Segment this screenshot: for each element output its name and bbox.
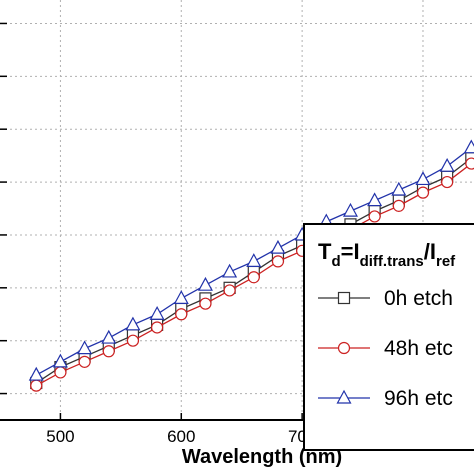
data-point <box>173 290 189 304</box>
legend-title: Td=Idiff.trans/Iref <box>318 239 456 270</box>
data-point <box>126 334 140 347</box>
data-point <box>337 291 351 305</box>
data-point <box>102 345 115 358</box>
data-point <box>52 353 68 368</box>
data-point <box>465 157 474 170</box>
x-tick-label: 500 <box>46 427 74 446</box>
data-point <box>222 263 238 278</box>
data-point <box>149 305 165 320</box>
data-point <box>368 210 381 223</box>
data-point <box>246 253 262 267</box>
series-line <box>35 145 474 376</box>
data-point <box>392 199 405 212</box>
legend-label: 96h etc <box>384 387 453 410</box>
data-point <box>247 271 260 284</box>
data-point <box>125 316 141 331</box>
series-3 <box>28 139 474 381</box>
data-point <box>199 297 212 310</box>
data-point <box>336 389 352 404</box>
legend: Td=Idiff.trans/Iref 0h etch 48h etc 96h et… <box>303 223 474 451</box>
data-point <box>271 255 285 268</box>
legend-label: 48h etc <box>384 337 453 360</box>
legend-box <box>303 223 474 451</box>
legend-items: 0h etch 48h etc 96h etc <box>318 287 453 410</box>
data-point <box>54 366 67 379</box>
data-point <box>337 341 351 355</box>
data-point <box>270 239 286 254</box>
series-line <box>35 155 474 384</box>
data-point <box>416 186 430 199</box>
data-point <box>101 329 117 344</box>
data-point <box>197 276 213 291</box>
legend-item: 0h etch <box>318 287 453 310</box>
data-point <box>223 284 236 297</box>
legend-item: 96h etc <box>318 387 453 410</box>
series-line <box>35 161 474 387</box>
data-point <box>439 157 455 172</box>
legend-label: 0h etch <box>384 287 453 310</box>
data-point <box>463 139 474 154</box>
data-point <box>77 340 93 355</box>
data-point <box>342 202 358 217</box>
data-point <box>441 175 454 189</box>
data-point <box>367 192 383 207</box>
data-point <box>151 321 164 334</box>
x-axis-title: Wavelength (nm) <box>182 446 342 468</box>
data-point <box>391 181 407 196</box>
legend-item: 48h etc <box>318 337 453 360</box>
data-point <box>30 379 43 392</box>
data-point <box>415 171 431 186</box>
data-point <box>78 355 91 368</box>
x-tick-label: 600 <box>167 427 195 446</box>
data-point <box>175 308 188 321</box>
data-point <box>28 366 44 381</box>
